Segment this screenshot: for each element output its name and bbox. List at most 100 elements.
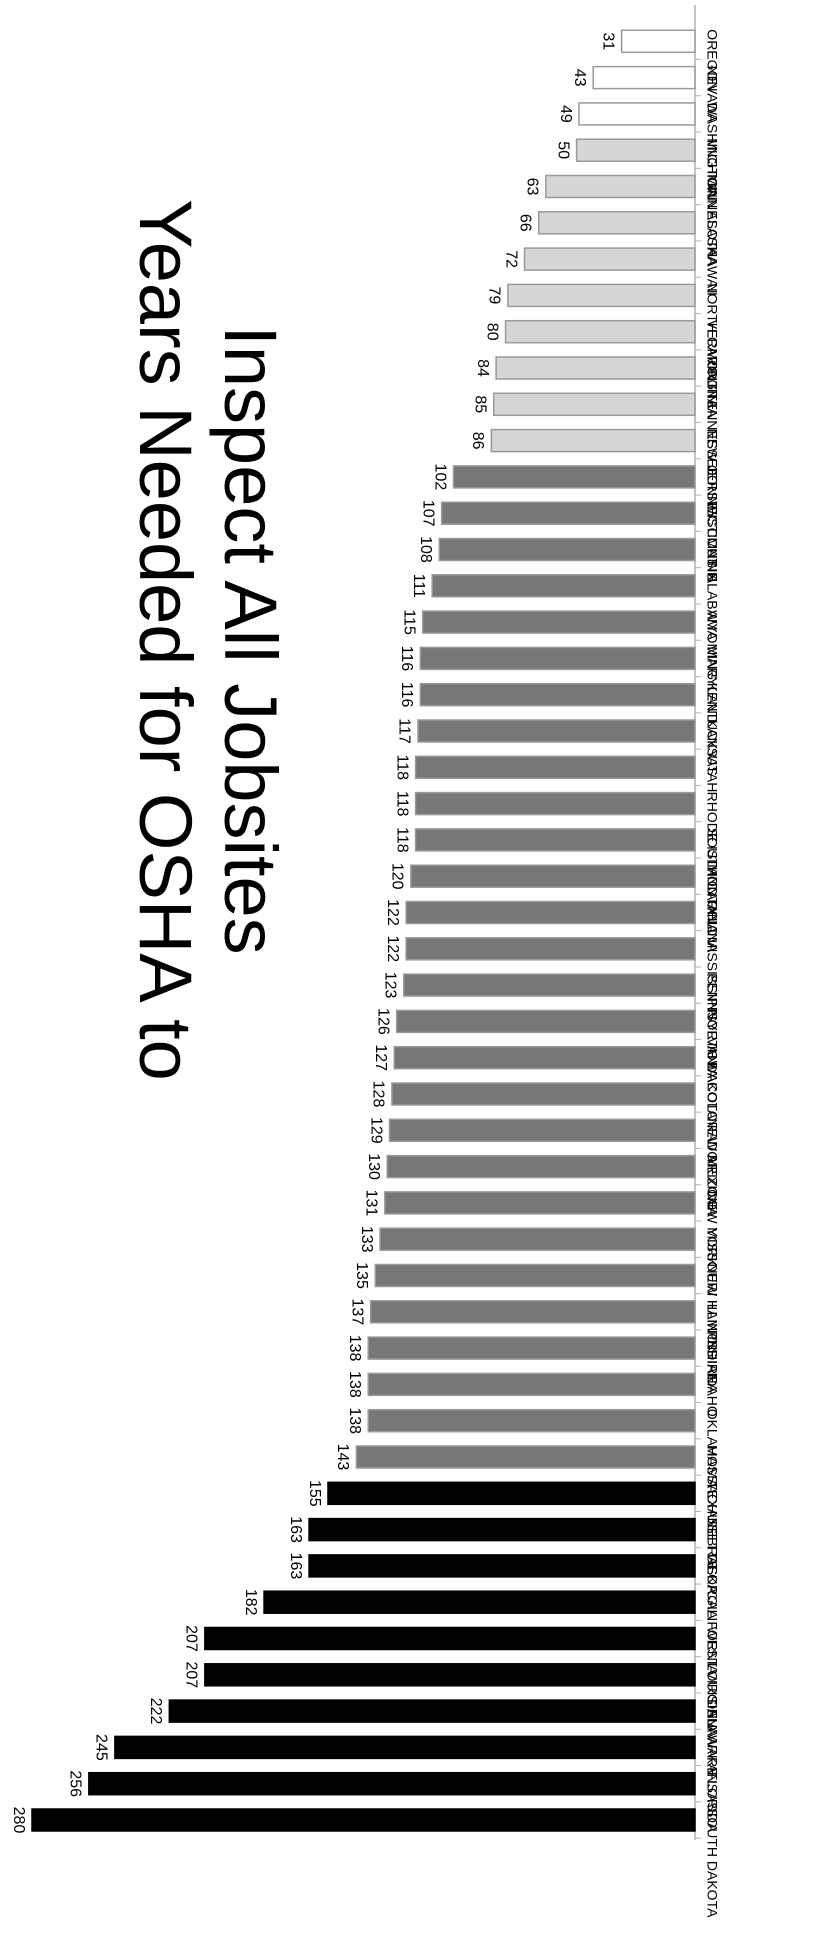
category-label: GEORGIA	[704, 1554, 720, 1620]
category-label: MASSACHUSETTS	[704, 1445, 720, 1569]
data-label: 207	[183, 1625, 200, 1652]
bar	[88, 1771, 696, 1796]
data-label: 102	[431, 464, 448, 491]
category-label: NEW JERSEY	[704, 429, 720, 521]
data-label: 138	[346, 1335, 363, 1362]
data-label: 138	[346, 1407, 363, 1434]
data-label: 63	[524, 178, 541, 196]
category-label: MONTANA	[704, 864, 720, 934]
chart-title-line-1: Years Needed for OSHA to	[124, 199, 207, 1081]
category-label: OHIO	[704, 901, 720, 937]
bar	[263, 1590, 696, 1614]
data-label: 31	[599, 32, 616, 50]
bar	[386, 1154, 696, 1179]
bar	[578, 102, 696, 126]
bar	[410, 864, 696, 888]
data-label: 163	[287, 1516, 304, 1543]
bar	[31, 1808, 696, 1832]
bar	[308, 1554, 696, 1578]
bar	[414, 791, 696, 816]
bar	[419, 646, 696, 671]
bar	[403, 973, 696, 997]
category-label: NEBRASKA	[704, 1518, 720, 1595]
bar	[355, 1445, 696, 1469]
bar	[367, 1408, 696, 1433]
bar	[374, 1263, 696, 1288]
bar	[168, 1699, 696, 1723]
data-label: 143	[334, 1444, 351, 1471]
data-label: 80	[483, 323, 500, 341]
category-label: WASHINGTON	[704, 102, 720, 198]
category-label: ALABAMA	[704, 574, 720, 641]
bar	[438, 537, 696, 562]
category-label: MARYLAND	[704, 646, 720, 724]
category-label: COLORADO	[704, 1082, 720, 1162]
bar	[492, 392, 696, 417]
data-label: 245	[93, 1734, 110, 1761]
data-label: 117	[396, 718, 413, 744]
data-label: 280	[10, 1807, 27, 1834]
category-label: KENTUCKY	[704, 683, 720, 760]
data-label: 135	[353, 1262, 370, 1289]
bar	[405, 937, 696, 961]
data-label: 86	[469, 432, 486, 450]
category-label: MAINE	[704, 538, 720, 582]
data-label: 155	[306, 1480, 323, 1507]
category-label: SOUTH CAROLINA	[704, 828, 720, 953]
category-label: NEW YORK	[704, 1191, 720, 1268]
category-label: ILLINOIS	[704, 1300, 720, 1358]
bar	[204, 1626, 696, 1651]
category-label: IDAHO	[704, 1372, 720, 1416]
data-label: 222	[147, 1698, 164, 1725]
bar	[414, 755, 696, 780]
data-label: 133	[358, 1226, 375, 1253]
bar	[431, 574, 696, 598]
data-label: 43	[571, 69, 588, 87]
category-label: KANSAS	[704, 719, 720, 776]
chart-title-line-2: Inspect All Jobsites	[209, 325, 292, 955]
bar	[421, 610, 696, 634]
bar	[395, 1009, 696, 1034]
category-label: PENNSYLVANIA	[704, 973, 720, 1079]
data-label: 116	[398, 646, 415, 672]
data-label: 138	[346, 1371, 363, 1398]
data-label: 72	[502, 250, 519, 268]
data-label: 137	[348, 1298, 365, 1325]
category-label: NEW HAMPSHIRE	[704, 1264, 720, 1384]
data-label: 115	[400, 609, 417, 635]
data-label: 84	[474, 359, 491, 377]
category-label: WYOMING	[704, 610, 720, 680]
category-label: NEVADA	[704, 66, 720, 123]
category-label: HAWAII	[704, 247, 720, 296]
data-label: 66	[516, 214, 533, 232]
bar	[367, 1372, 696, 1397]
data-label: 111	[410, 574, 427, 598]
bar	[507, 283, 696, 308]
bar	[575, 138, 696, 162]
category-label: NORTH CAROLINA	[704, 283, 720, 409]
category-label: VERMONT	[704, 320, 720, 390]
data-label: 130	[365, 1153, 382, 1180]
category-label: MICHIGAN	[704, 138, 720, 208]
data-label: 118	[393, 791, 410, 817]
bar	[414, 828, 696, 852]
category-label: LOUISIANA	[704, 1663, 720, 1738]
category-label: MISSISSIPPI	[704, 937, 720, 1020]
data-label: 118	[393, 755, 410, 781]
bar	[308, 1517, 696, 1542]
data-label: 79	[486, 287, 503, 305]
category-label: WISCONSIN	[704, 501, 720, 582]
category-label: TENNESSEE	[704, 392, 720, 477]
data-label: 118	[393, 827, 410, 853]
data-label: 49	[557, 105, 574, 123]
category-label: SOUTH DAKOTA	[704, 1808, 720, 1918]
bar	[405, 900, 696, 925]
bar	[495, 356, 696, 380]
category-label: RHODE ISLAND	[704, 792, 720, 897]
bar	[388, 1118, 696, 1143]
data-label: 122	[384, 935, 401, 962]
data-label: 120	[389, 863, 406, 890]
category-label: OREGON	[704, 29, 720, 91]
category-label: CONNECTICUT	[704, 465, 720, 567]
bar	[537, 211, 696, 235]
